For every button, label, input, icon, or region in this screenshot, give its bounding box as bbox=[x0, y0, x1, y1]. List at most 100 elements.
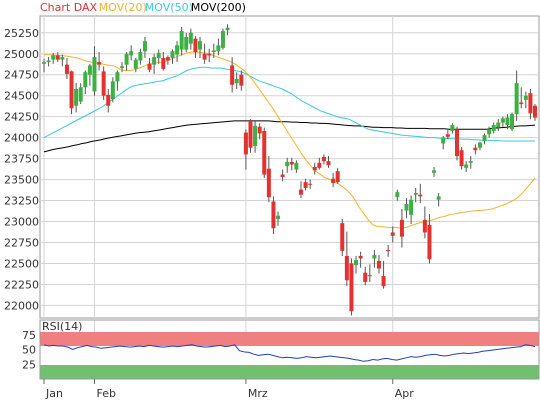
x-tick-label: Apr bbox=[395, 387, 415, 400]
candle-down bbox=[147, 63, 152, 70]
y-tick-label: 22250 bbox=[4, 278, 39, 291]
candle-down bbox=[266, 168, 271, 198]
y-tick-label: 22750 bbox=[4, 237, 39, 250]
candle-down bbox=[298, 189, 303, 195]
y-tick-label: 22000 bbox=[4, 299, 39, 312]
candle-down bbox=[161, 57, 166, 69]
candle-up bbox=[468, 161, 473, 163]
rsi-frame bbox=[39, 319, 540, 380]
candle-down bbox=[367, 275, 372, 277]
candle-down bbox=[55, 55, 60, 60]
candle-down bbox=[390, 232, 395, 236]
y-tick-label: 23250 bbox=[4, 195, 39, 208]
candle-down bbox=[317, 162, 322, 168]
candle-down bbox=[519, 102, 524, 105]
candle-down bbox=[280, 174, 285, 178]
candle-up bbox=[60, 57, 65, 60]
candle-up bbox=[129, 51, 134, 56]
x-tick-label: Jan bbox=[45, 387, 63, 400]
candle-up bbox=[211, 50, 216, 53]
main-plot-frame bbox=[39, 15, 540, 319]
candle-up bbox=[46, 60, 51, 63]
candle-up bbox=[510, 114, 515, 130]
candle-up bbox=[115, 72, 120, 82]
candle-down bbox=[340, 223, 345, 251]
candle-up bbox=[514, 83, 519, 115]
candle-up bbox=[78, 87, 83, 102]
candle-down bbox=[473, 147, 478, 151]
y-tick-label: 24250 bbox=[4, 111, 39, 124]
main-plot: 25250 25000 24750 24500 24250 24000 23750 23500… bbox=[4, 15, 540, 379]
candle-up bbox=[133, 59, 138, 69]
candle-up bbox=[179, 31, 184, 50]
main-grid bbox=[40, 16, 539, 379]
candle-up bbox=[276, 215, 281, 220]
candle-down bbox=[528, 93, 533, 114]
candle-up bbox=[404, 203, 409, 211]
candle-up bbox=[138, 52, 143, 61]
candle-down bbox=[363, 272, 368, 282]
candle-up bbox=[74, 88, 79, 106]
candle-down bbox=[381, 276, 386, 287]
candle-up bbox=[120, 66, 125, 69]
rsi-line bbox=[43, 344, 536, 362]
candle-down bbox=[207, 53, 212, 56]
candle-down bbox=[257, 126, 262, 134]
candle-up bbox=[285, 161, 290, 167]
rsi-overbought-band bbox=[40, 332, 539, 346]
candle-up bbox=[216, 45, 221, 52]
candle-down bbox=[331, 178, 336, 183]
candle-down bbox=[248, 121, 253, 148]
candle-up bbox=[523, 95, 528, 100]
candle-up bbox=[464, 164, 469, 168]
legend-entry: MOV(20) bbox=[99, 1, 147, 14]
candle-down bbox=[303, 182, 308, 188]
candle-up bbox=[156, 52, 161, 58]
y-tick-label: 25000 bbox=[4, 48, 39, 61]
candle-down bbox=[427, 224, 432, 260]
y-tick-label: 25250 bbox=[4, 27, 39, 40]
candle-down bbox=[399, 219, 404, 237]
candle-down bbox=[262, 130, 267, 175]
candle-up bbox=[152, 57, 157, 65]
x-tick-label: Feb bbox=[96, 387, 115, 400]
candle-down bbox=[326, 161, 331, 166]
candle-up bbox=[83, 72, 88, 88]
candle-up bbox=[225, 27, 230, 31]
candle-up bbox=[413, 193, 418, 195]
candle-down bbox=[271, 201, 276, 229]
candle-down bbox=[193, 38, 198, 53]
candle-up bbox=[198, 41, 203, 50]
rsi-oversold-band bbox=[40, 365, 539, 379]
y-tick-label: 22500 bbox=[4, 257, 39, 270]
candle-up bbox=[500, 118, 505, 123]
rsi-tick-label: 75 bbox=[22, 329, 36, 342]
x-axis: Jan Feb Mrz Apr bbox=[43, 379, 415, 400]
candle-up bbox=[184, 36, 189, 50]
y-tick-label: 23500 bbox=[4, 174, 39, 187]
mov50-line bbox=[43, 66, 535, 142]
candle-up bbox=[253, 125, 258, 147]
candle-up bbox=[110, 81, 115, 100]
candle-up bbox=[395, 192, 400, 198]
candle-down bbox=[64, 64, 69, 74]
candle-down bbox=[321, 156, 326, 162]
rsi-tick-label: 25 bbox=[22, 358, 36, 371]
candle-down bbox=[344, 255, 349, 281]
candle-down bbox=[418, 194, 423, 197]
candle-down bbox=[459, 150, 464, 167]
candle-down bbox=[239, 74, 244, 86]
candle-up bbox=[188, 32, 193, 44]
candle-up bbox=[170, 51, 175, 58]
candle-up bbox=[294, 162, 299, 170]
rsi-mid-band bbox=[40, 346, 539, 365]
candle-up bbox=[496, 122, 501, 128]
candle-up bbox=[372, 255, 377, 259]
candle-down bbox=[335, 171, 340, 183]
candle-up bbox=[409, 199, 414, 215]
candle-down bbox=[386, 250, 391, 252]
candle-down bbox=[349, 263, 354, 312]
candle-down bbox=[243, 132, 248, 155]
